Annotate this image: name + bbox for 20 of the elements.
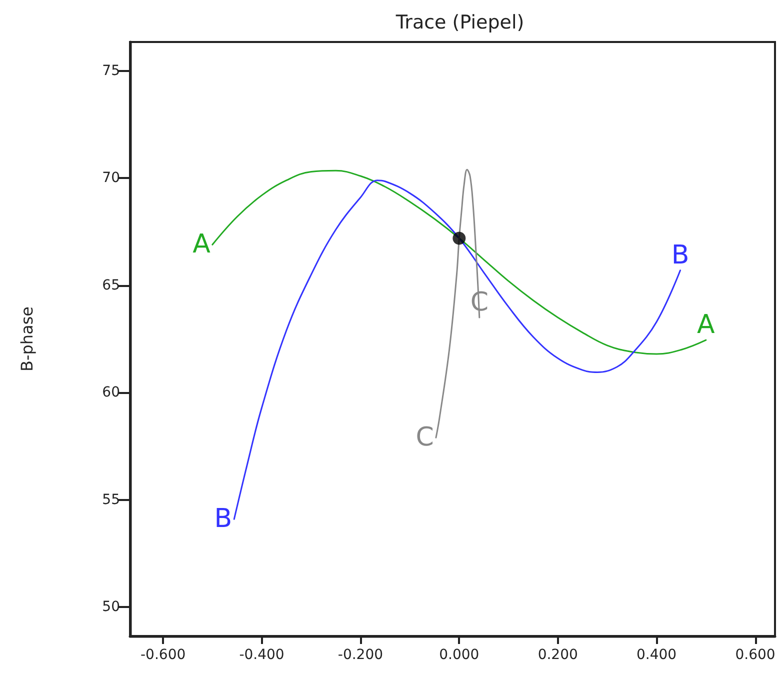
chart-title: Trace (Piepel) [394,12,524,34]
x-tick-label: 0.600 [735,647,776,663]
text: C [416,422,434,453]
text: A [697,310,715,340]
y-tick-label: 65 [102,277,120,294]
x-tick-label: 0.200 [538,647,578,663]
y-tick-label: 50 [102,599,120,616]
x-tick-label: 0.400 [636,647,677,663]
x-tick-label: -0.600 [140,647,186,663]
x-tick-label: -0.200 [338,647,384,663]
x-tick-label: 0.000 [439,647,480,663]
y-axis-title: B-phase [18,306,36,372]
y-tick-label: 55 [102,492,120,508]
x-tick-label: -0.400 [239,647,284,663]
y-tick-label: 70 [102,170,120,186]
y-tick-label: 60 [102,384,120,401]
series-label: A [192,230,211,260]
y-tick-label: 75 [102,62,120,79]
text: B [671,240,690,270]
series-label: B [214,504,232,534]
